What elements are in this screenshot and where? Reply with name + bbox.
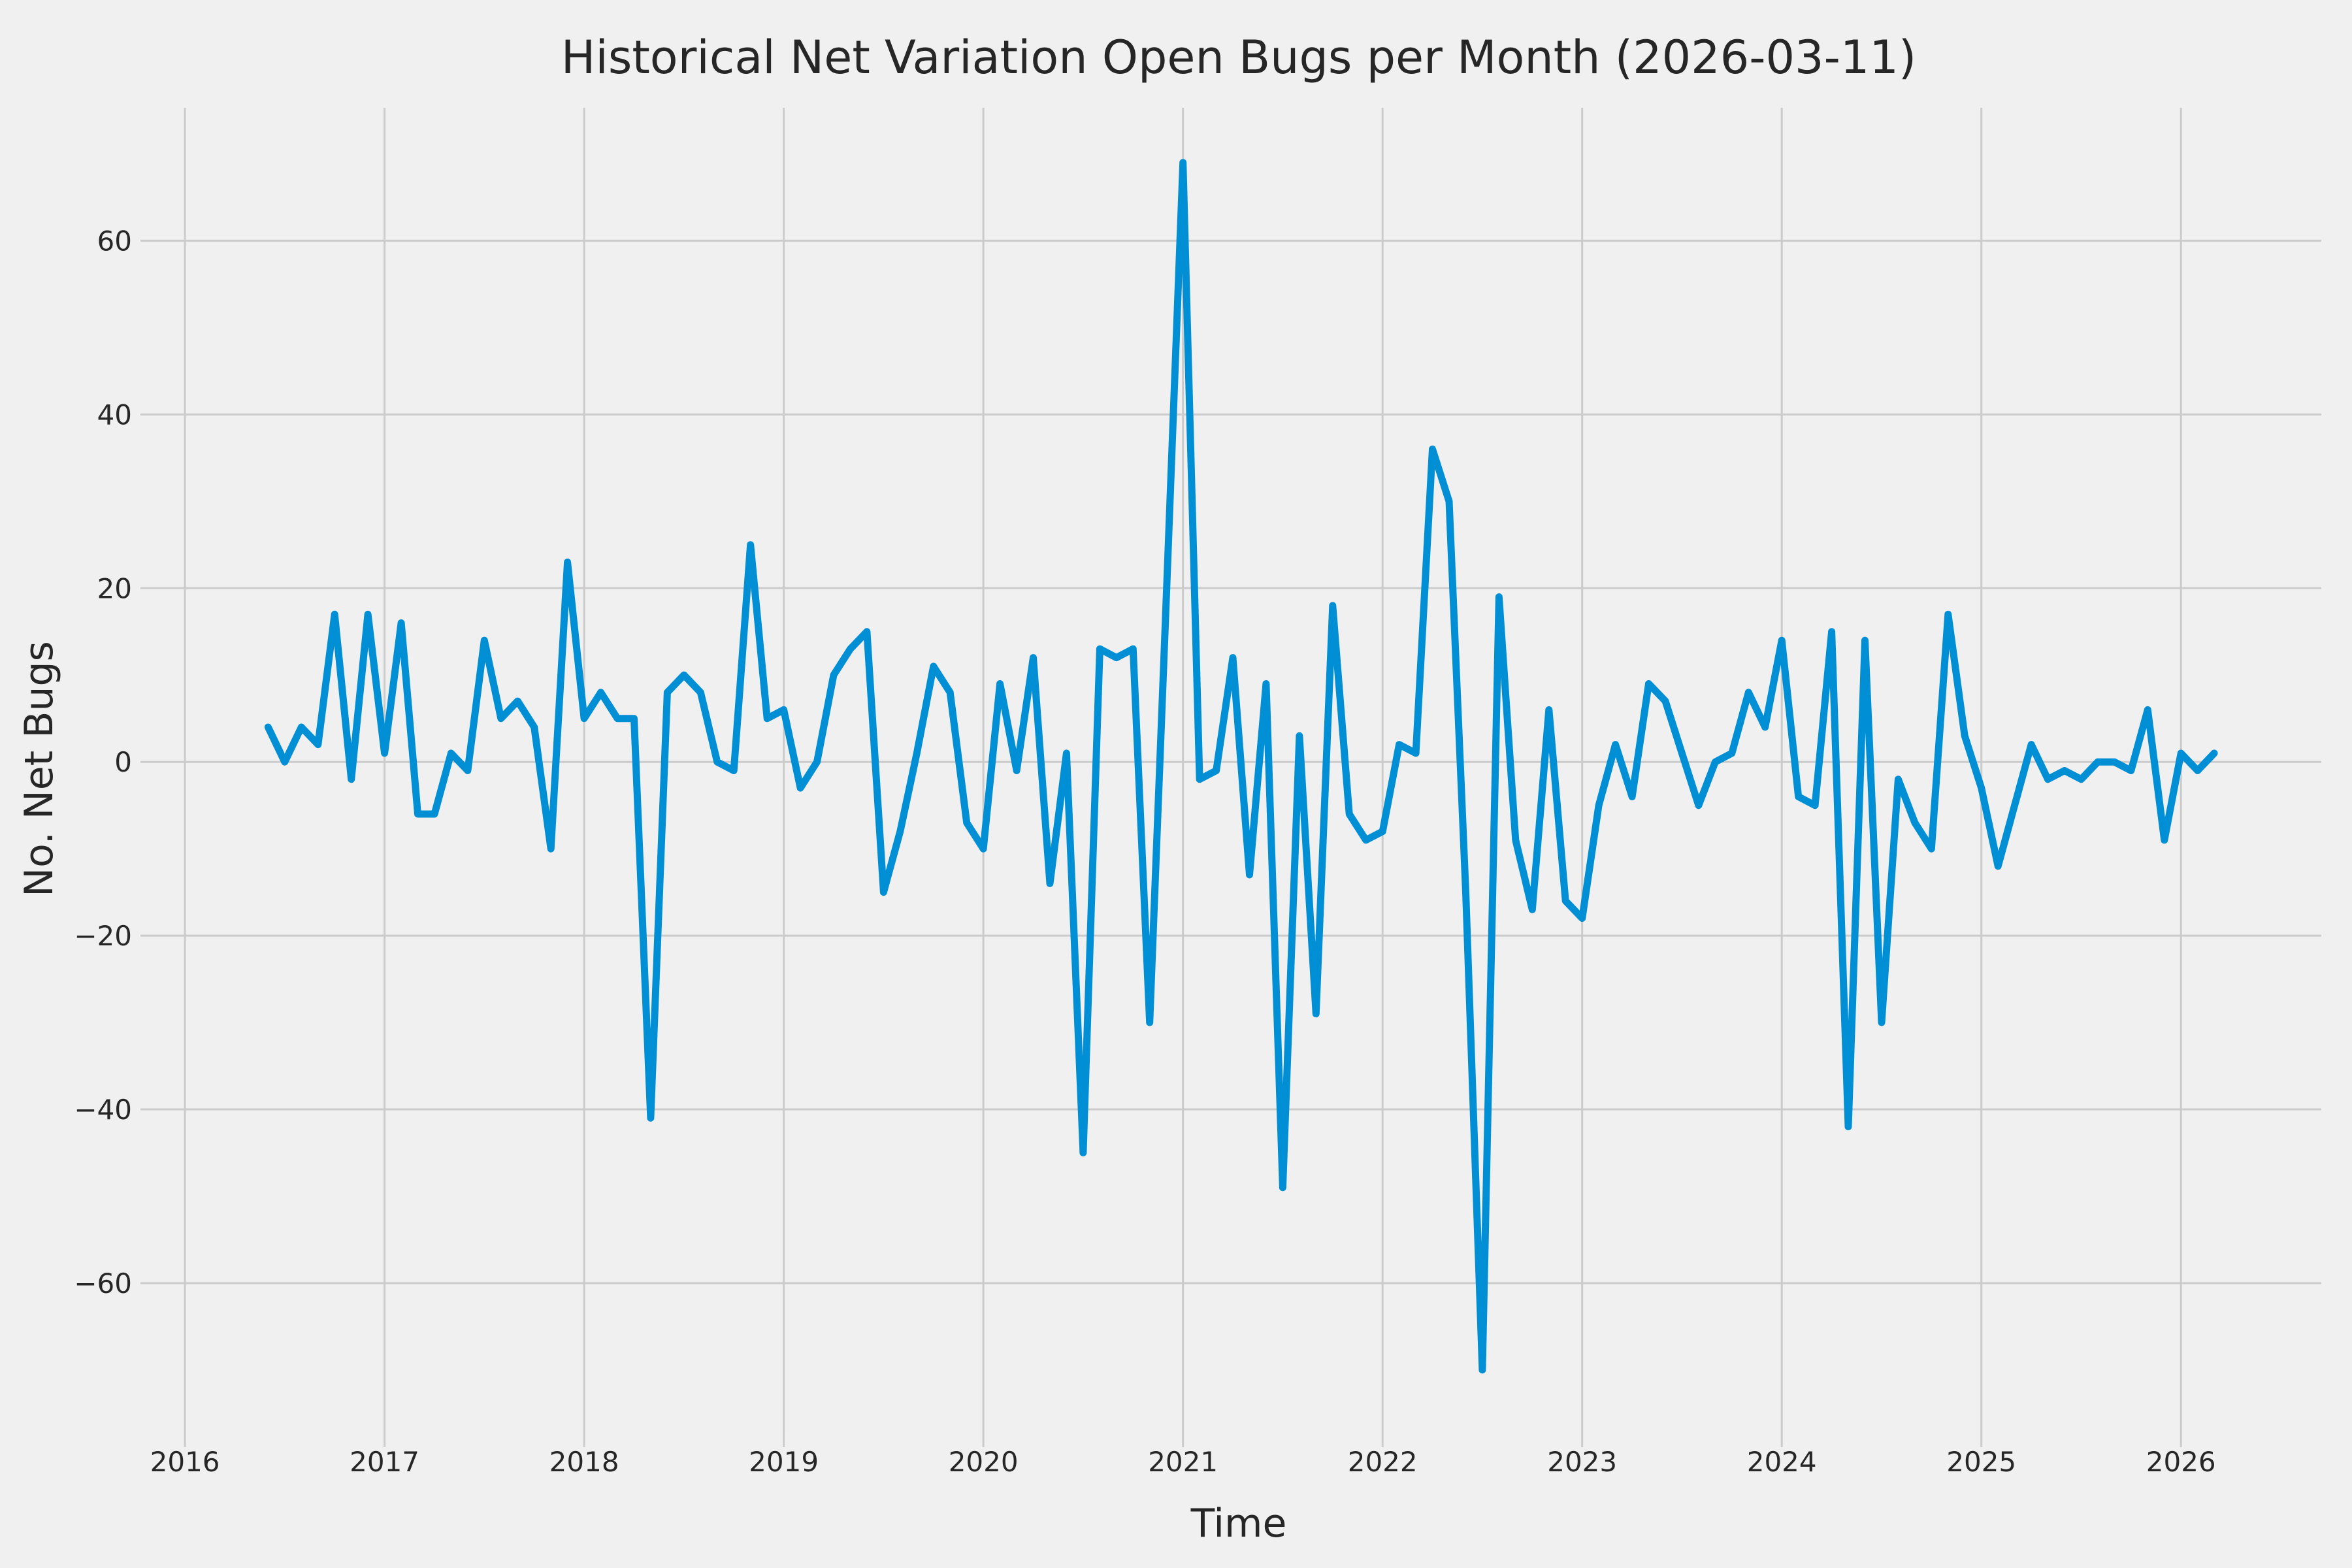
y-tick-label: −60	[74, 1267, 132, 1299]
x-tick-labels: 2016 2017 2018 2019 2020 2021 2022 2023 2024 2025…	[150, 1446, 2216, 1478]
series-line-net-open-bugs-per-month	[264, 159, 2218, 1374]
x-tick-label: 2020	[949, 1446, 1019, 1478]
y-tick-label: 0	[114, 746, 132, 778]
x-tick-label: 2025	[1946, 1446, 2016, 1478]
gridlines	[157, 108, 2321, 1431]
x-tick-label: 2021	[1148, 1446, 1218, 1478]
x-tick-label: 2024	[1747, 1446, 1817, 1478]
y-tick-label: 20	[97, 572, 132, 604]
y-tick-label: 40	[97, 399, 132, 431]
x-tick-label: 2022	[1348, 1446, 1418, 1478]
y-axis-label: No. Net Bugs	[16, 641, 62, 897]
x-tick-label: 2019	[749, 1446, 819, 1478]
x-tick-label: 2026	[2146, 1446, 2216, 1478]
y-tick-label: −20	[74, 920, 132, 952]
tick-marks	[140, 239, 2182, 1447]
series-lines	[264, 159, 2218, 1374]
chart-title: Historical Net Variation Open Bugs per M…	[561, 31, 1916, 84]
x-axis-label: Time	[1190, 1501, 1287, 1546]
y-tick-labels: 60 40 20 0 −20 −40 −60	[74, 225, 132, 1299]
x-tick-label: 2016	[150, 1446, 220, 1478]
x-tick-label: 2018	[549, 1446, 619, 1478]
y-tick-label: 60	[97, 225, 132, 257]
y-tick-label: −40	[74, 1094, 132, 1126]
x-tick-label: 2023	[1547, 1446, 1617, 1478]
x-tick-label: 2017	[350, 1446, 419, 1478]
